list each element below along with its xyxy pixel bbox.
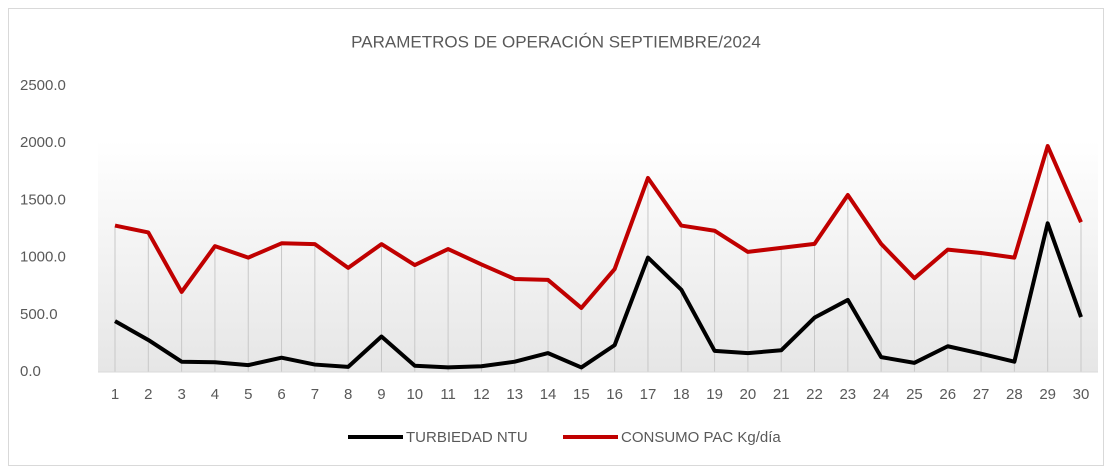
- x-tick-label: 25: [906, 386, 923, 403]
- x-tick-label: 19: [706, 386, 723, 403]
- x-tick-label: 12: [473, 386, 490, 403]
- x-tick-label: 13: [506, 386, 523, 403]
- x-tick-label: 10: [406, 386, 423, 403]
- x-tick-label: 9: [377, 386, 385, 403]
- x-tick-label: 28: [1006, 386, 1023, 403]
- x-tick-label: 27: [973, 386, 990, 403]
- x-tick-label: 16: [606, 386, 623, 403]
- x-tick-label: 1: [111, 386, 119, 403]
- y-tick-label: 500.0: [20, 306, 58, 323]
- x-tick-label: 30: [1073, 386, 1090, 403]
- plot-background: [98, 140, 1098, 372]
- x-tick-label: 20: [740, 386, 757, 403]
- x-tick-label: 8: [344, 386, 352, 403]
- y-tick-label: 2500.0: [20, 77, 66, 94]
- legend-label: TURBIEDAD NTU: [406, 429, 528, 446]
- x-tick-label: 6: [277, 386, 285, 403]
- x-tick-label: 15: [573, 386, 590, 403]
- x-tick-label: 11: [440, 386, 456, 403]
- x-tick-label: 4: [211, 386, 219, 403]
- x-tick-label: 26: [939, 386, 956, 403]
- x-tick-label: 3: [177, 386, 185, 403]
- x-tick-label: 7: [311, 386, 319, 403]
- x-tick-label: 23: [839, 386, 856, 403]
- y-tick-label: 1000.0: [20, 249, 66, 266]
- x-tick-label: 17: [640, 386, 657, 403]
- x-tick-label: 24: [873, 386, 890, 403]
- x-tick-label: 18: [673, 386, 690, 403]
- chart-title: PARAMETROS DE OPERACIÓN SEPTIEMBRE/2024: [351, 32, 761, 51]
- y-tick-label: 2000.0: [20, 134, 66, 151]
- x-tick-label: 22: [806, 386, 823, 403]
- x-tick-label: 2: [144, 386, 152, 403]
- series-line: [114, 221, 1083, 370]
- y-tick-label: 0.0: [20, 363, 41, 380]
- x-tick-label: 29: [1039, 386, 1056, 403]
- y-tick-label: 1500.0: [20, 191, 66, 208]
- x-tick-label: 14: [540, 386, 557, 403]
- series-line: [114, 144, 1083, 310]
- legend-label: CONSUMO PAC Kg/día: [621, 429, 781, 446]
- x-tick-label: 21: [773, 386, 790, 403]
- x-tick-label: 5: [244, 386, 252, 403]
